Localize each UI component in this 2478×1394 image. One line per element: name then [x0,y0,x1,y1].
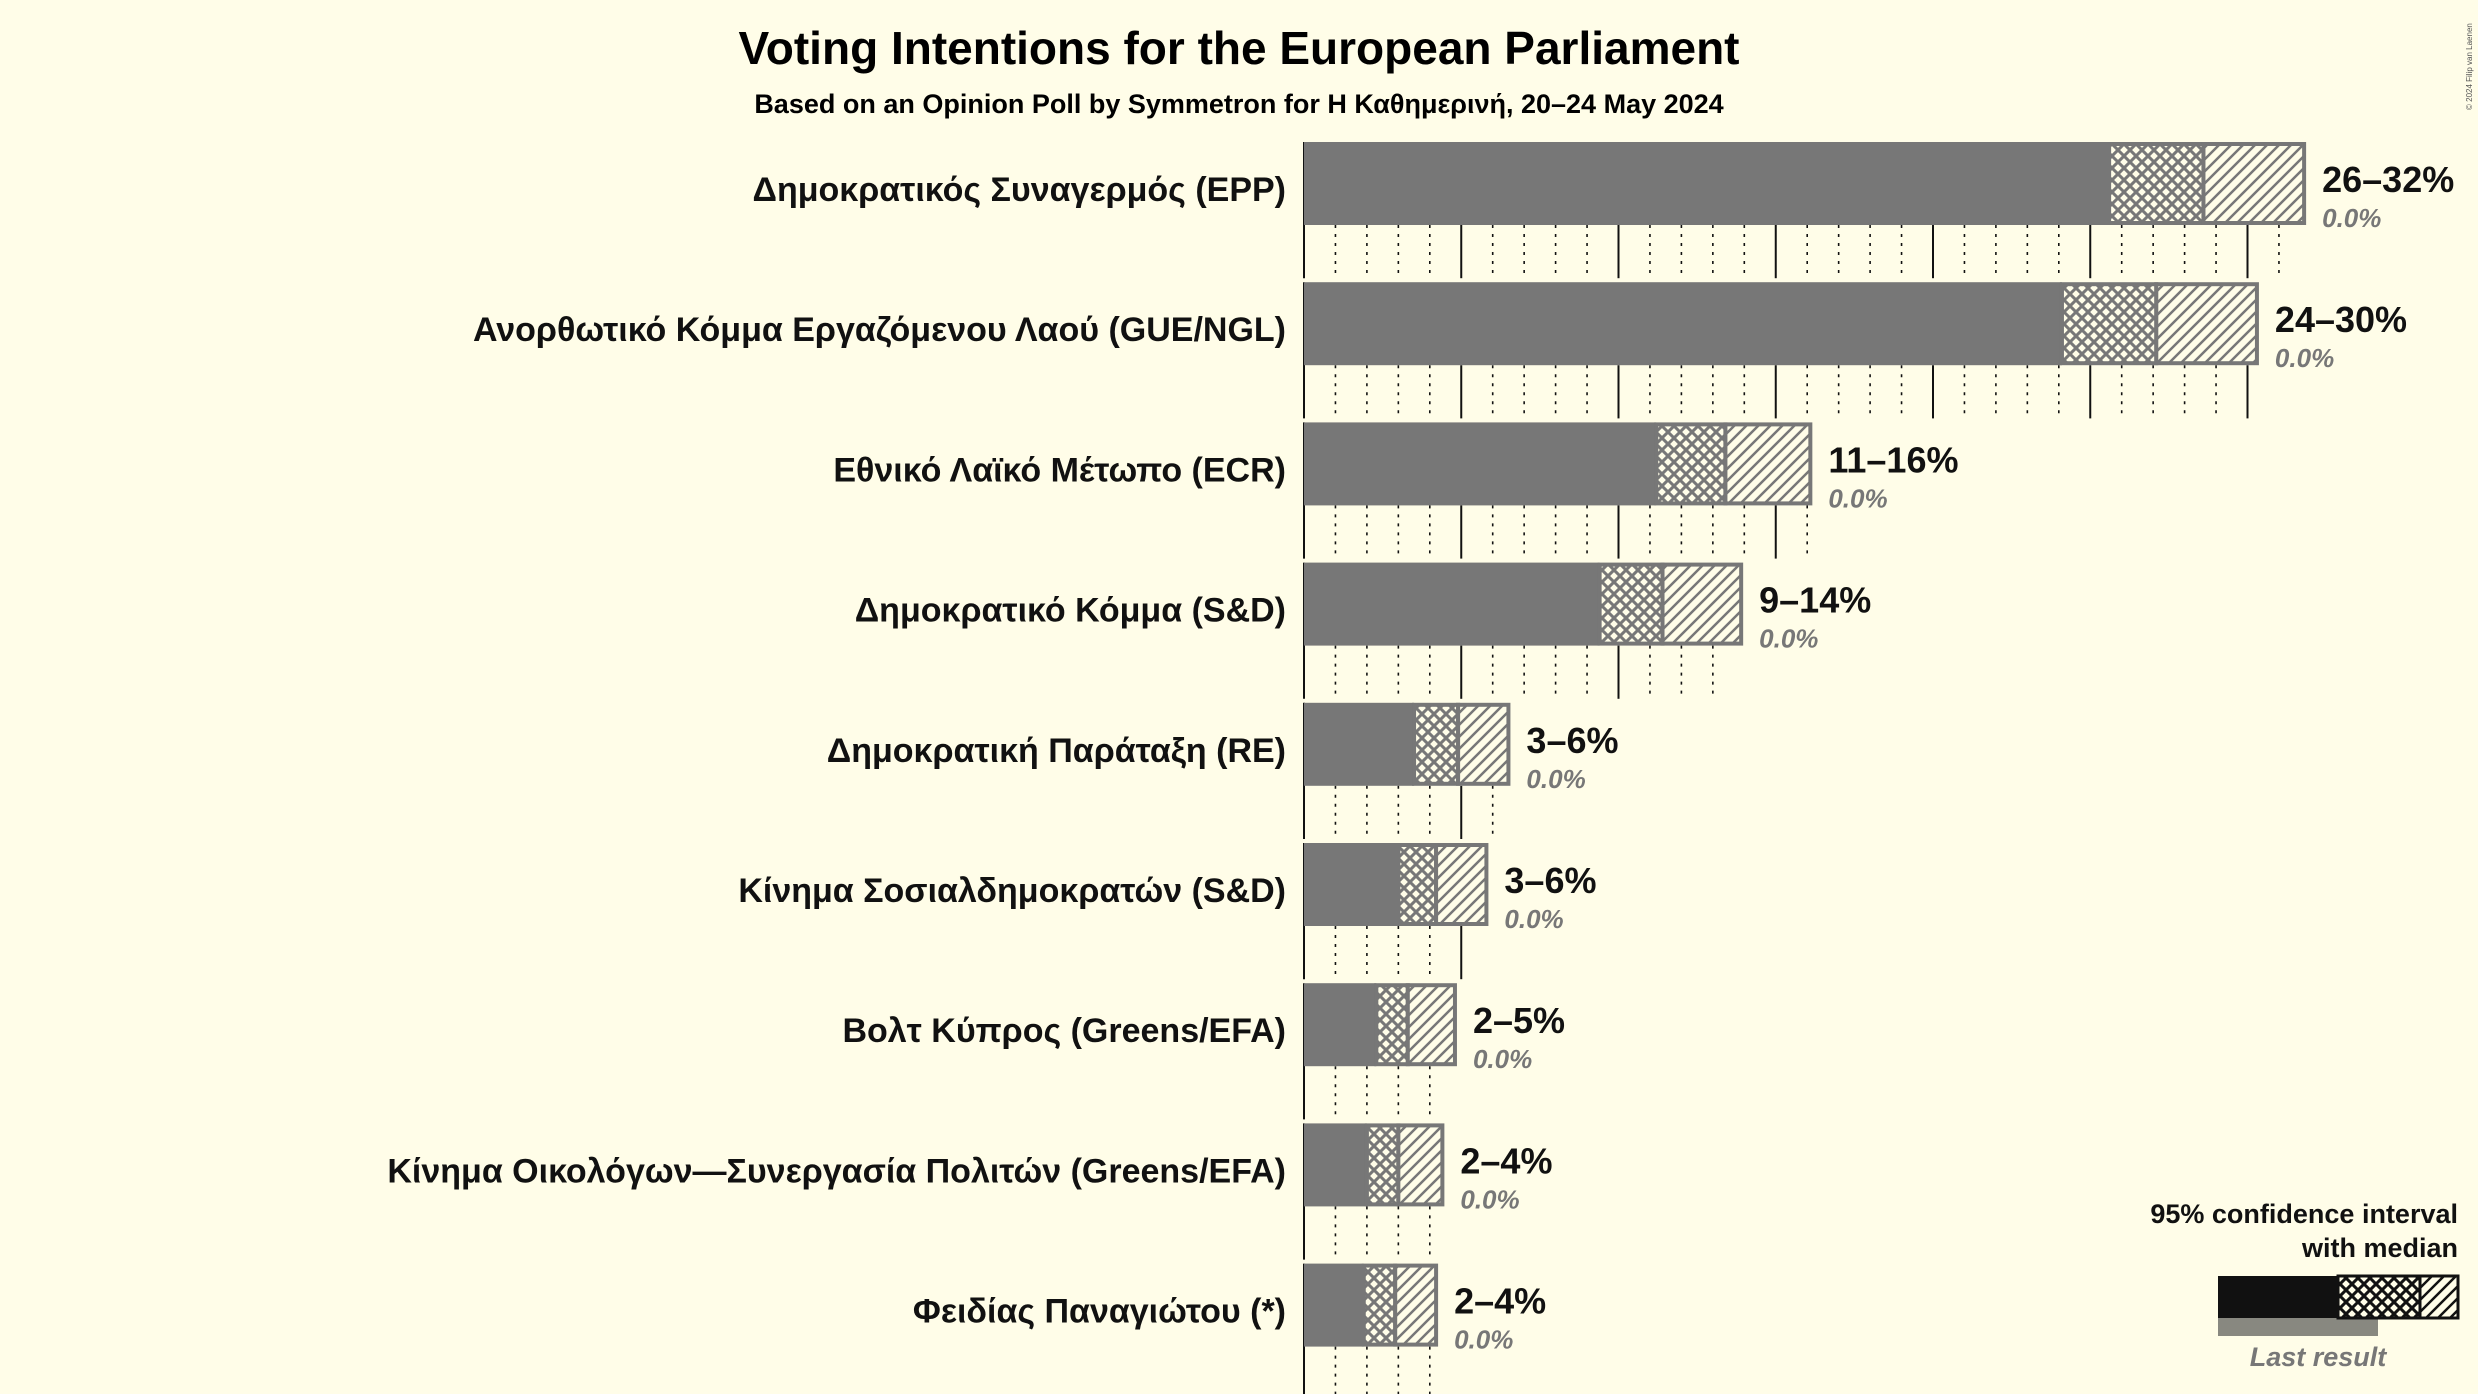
range-label: 2–4% [1454,1281,1546,1322]
bar-solid [1304,142,2110,225]
bar-solid [1304,282,2062,366]
legend-last-result-bar [2218,1318,2378,1336]
bar-hatch [1434,843,1489,926]
chart-subtitle: Based on an Opinion Poll by Symmetron fo… [754,89,1723,119]
legend-crosshatch-bar [2336,1274,2422,1320]
last-result-label: 0.0% [2322,203,2381,233]
bar-solid [1304,702,1415,786]
range-label: 3–6% [1504,860,1596,901]
range-label: 24–30% [2275,299,2407,340]
bar-hatch [1456,702,1511,786]
range-label: 2–4% [1460,1140,1552,1181]
range-label: 3–6% [1526,720,1618,761]
party-label: Δημοκρατική Παράταξη (RE) [827,732,1286,770]
bar-hatch [2201,142,2307,225]
range-label: 2–5% [1473,1000,1565,1041]
party-label: Φειδίας Παναγιώτου (*) [913,1293,1286,1331]
copyright: © 2024 Filip van Laenen [2465,23,2474,110]
party-label: Κίνημα Σοσιαλδημοκρατών (S&D) [738,872,1286,910]
bar-hatch [1405,983,1457,1067]
bar-hatch [1723,422,1813,506]
bar-solid [1304,1123,1367,1207]
bar-crosshatch [1396,843,1439,926]
last-result-label: 0.0% [1460,1184,1519,1214]
range-label: 9–14% [1759,580,1871,621]
legend-line2: with median [2301,1233,2458,1263]
bar-hatch [1396,1123,1445,1207]
party-label: Ανορθωτικό Κόμμα Εργαζόμενου Λαού (GUE/N… [473,311,1286,349]
range-label: 26–32% [2322,159,2454,200]
bar-crosshatch [1361,1263,1398,1347]
bar-solid [1304,843,1399,926]
last-result-label: 0.0% [1504,904,1563,934]
bar-crosshatch [2059,282,2159,366]
bar-crosshatch [1654,422,1728,506]
bar-hatch [1660,562,1744,646]
last-result-label: 0.0% [1454,1325,1513,1355]
bar-solid [1304,983,1377,1067]
range-label: 11–16% [1828,439,1958,480]
chart-title: Voting Intentions for the European Parli… [739,22,1740,74]
legend-line1: 95% confidence interval [2150,1199,2458,1229]
bar-hatch [2154,282,2259,366]
party-label: Βολτ Κύπρος (Greens/EFA) [842,1012,1286,1050]
party-label: Κίνημα Οικολόγων—Συνεργασία Πολιτών (Gre… [387,1152,1286,1190]
legend-hatch-bar [2418,1274,2460,1320]
legend: 95% confidence interval with median Last… [2150,1199,2460,1372]
bars-group: Δημοκρατικός Συναγερμός (EPP) 26–32%0.0%Α… [387,142,2454,1394]
last-result-label: 0.0% [1526,764,1585,794]
last-result-label: 0.0% [1759,624,1818,654]
bar-solid [1304,1263,1364,1347]
legend-solid-bar [2218,1276,2338,1318]
bar-hatch [1393,1263,1439,1347]
bar-crosshatch [2107,142,2206,225]
last-result-label: 0.0% [2275,343,2334,373]
bar-crosshatch [1364,1123,1401,1207]
party-label: Δημοκρατικό Κόμμα (S&D) [855,592,1286,630]
bar-solid [1304,422,1657,506]
bar-crosshatch [1597,562,1665,646]
last-result-label: 0.0% [1828,483,1887,513]
last-result-label: 0.0% [1473,1044,1532,1074]
legend-last-result-label: Last result [2250,1342,2388,1372]
bar-crosshatch [1374,983,1410,1067]
bar-solid [1304,562,1600,646]
party-label: Δημοκρατικός Συναγερμός (EPP) [753,171,1286,209]
party-label: Εθνικό Λαϊκό Μέτωπο (ECR) [833,451,1286,489]
bar-crosshatch [1412,702,1461,786]
